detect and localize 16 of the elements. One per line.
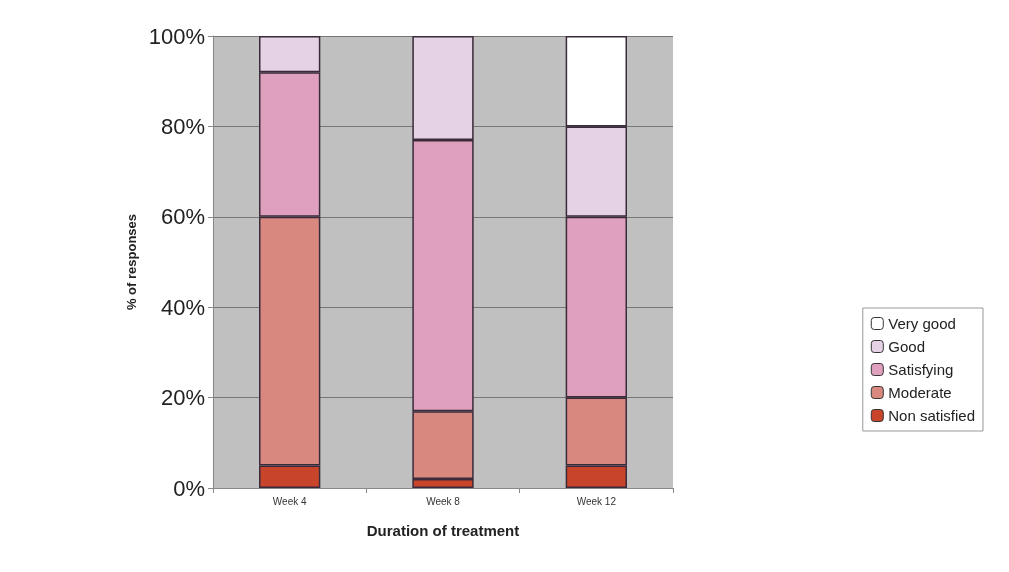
legend-label: Moderate [888, 384, 952, 401]
x-axis-title: Duration of treatment [366, 522, 520, 539]
y-axis-title: % of responses [124, 213, 139, 311]
x-tick-label: Week 8 [426, 495, 461, 507]
x-tick-label: Week 4 [272, 495, 307, 507]
legend-label: Good [888, 338, 925, 355]
y-tick-label: 80% [160, 113, 205, 139]
y-tick-label: 60% [160, 204, 205, 230]
y-tick-label: 100% [148, 23, 205, 49]
y-tick-label: 20% [160, 385, 205, 411]
legend-label: Very good [888, 315, 956, 332]
legend-label: Satisfying [888, 361, 954, 378]
legend-label: Non satisfied [888, 407, 976, 424]
y-tick-label: 40% [160, 294, 205, 320]
y-tick-label: 0% [173, 475, 205, 501]
x-tick-label: Week 12 [576, 495, 617, 507]
